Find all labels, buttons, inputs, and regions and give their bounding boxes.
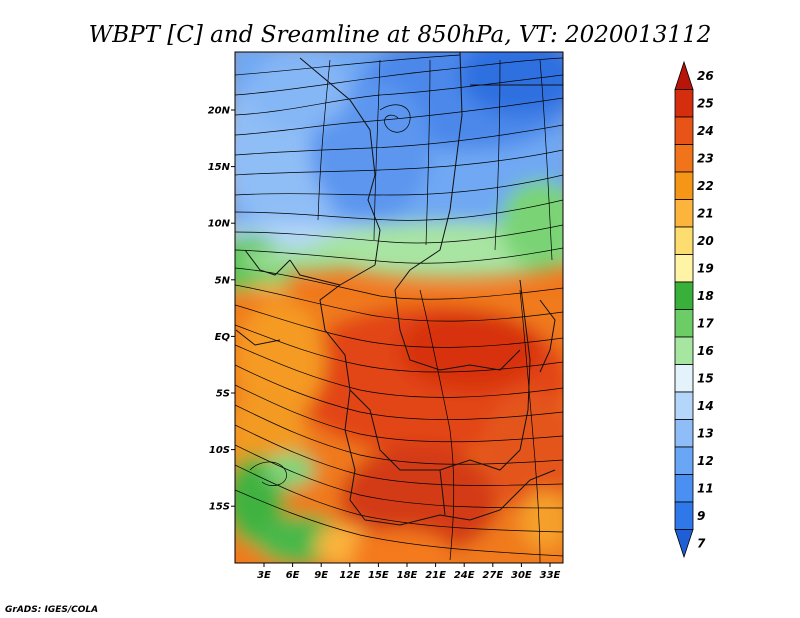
lon-tick-label: 6E (286, 570, 300, 581)
wbpt-fill-field (235, 52, 563, 563)
lon-tick-label: 33E (540, 570, 561, 581)
colorbar-swatch (674, 419, 694, 448)
colorbar-label: 15 (697, 371, 714, 385)
colorbar-swatch (674, 309, 694, 338)
colorbar-swatch (674, 336, 694, 365)
lon-tick-label: 15E (368, 570, 389, 581)
lon-tick-label: 30E (511, 570, 532, 581)
colorbar-swatch (674, 199, 694, 228)
lon-tick-label: 27E (482, 570, 503, 581)
lat-tick-label: 15N (208, 162, 231, 173)
colorbar-swatch (674, 364, 694, 393)
lon-tick-label: 24E (454, 570, 475, 581)
lat-tick-label: 10N (208, 219, 231, 230)
lon-tick-label: 12E (339, 570, 360, 581)
map-panel (235, 52, 563, 563)
colorbar-swatch (674, 474, 694, 503)
colorbar-label: 12 (697, 454, 714, 468)
colorbar-label: 11 (697, 481, 714, 495)
lat-tick-label: 10S (209, 445, 230, 456)
colorbar-swatch (674, 281, 694, 310)
lat-tick-label: 15S (209, 502, 230, 513)
grads-credit: GrADS: IGES/COLA (5, 605, 98, 615)
colorbar-swatch (674, 391, 694, 420)
colorbar-label: 7 (697, 536, 706, 550)
map-frame (234, 51, 564, 564)
lat-tick-label: 20N (208, 106, 231, 117)
colorbar-label: 24 (697, 124, 714, 138)
colorbar-swatch (674, 501, 694, 530)
lat-tick-label: 5S (216, 389, 230, 400)
lat-tick-label: 5N (215, 275, 231, 286)
lon-tick-label: 3E (257, 570, 271, 581)
colorbar-label: 9 (697, 509, 705, 523)
colorbar-swatch (674, 446, 694, 475)
colorbar-legend: 26 25 24 23 22 21 20 19 18 17 16 15 14 13 12 11 9 7 (674, 60, 714, 559)
colorbar-swatch (674, 226, 694, 255)
colorbar-label: 17 (697, 316, 714, 330)
colorbar-swatch (674, 529, 694, 559)
streamlines (235, 54, 563, 563)
colorbar-label: 14 (697, 399, 714, 413)
colorbar-label: 18 (697, 289, 714, 303)
longitude-axis: 3E 6E 9E 12E 15E 18E 21E 24E 27E 30E 33E (257, 563, 561, 581)
lat-tick-label: EQ (215, 332, 231, 343)
lon-tick-label: 18E (397, 570, 418, 581)
latitude-axis: 20N 15N 10N 5N EQ 5S 10S 15S (208, 106, 235, 513)
colorbar-label: 13 (697, 426, 714, 440)
lon-tick-label: 21E (425, 570, 446, 581)
chart-title: WBPT [C] and Sreamline at 850hPa, VT: 20… (89, 22, 712, 48)
colorbar-label: 20 (697, 234, 714, 248)
colorbar-label: 19 (697, 261, 714, 275)
colorbar-swatch (674, 60, 694, 90)
colorbar-label: 26 (697, 69, 714, 83)
country-borders (235, 52, 563, 526)
colorbar-swatch (674, 171, 694, 200)
colorbar-label: 21 (697, 206, 714, 220)
colorbar-swatch (674, 116, 694, 145)
colorbar-swatch (674, 89, 694, 118)
colorbar-label: 16 (697, 344, 714, 358)
lon-tick-label: 9E (314, 570, 328, 581)
colorbar-label: 22 (697, 179, 714, 193)
colorbar-swatch (674, 254, 694, 283)
colorbar-label: 23 (697, 151, 714, 165)
colorbar-swatch (674, 144, 694, 173)
colorbar-label: 25 (697, 96, 714, 110)
